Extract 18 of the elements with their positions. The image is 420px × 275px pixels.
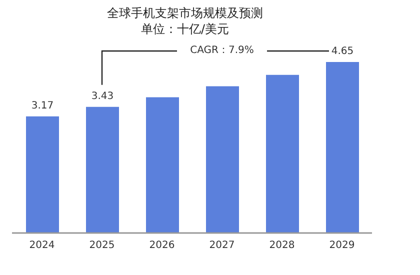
bar	[206, 86, 239, 233]
bar	[326, 62, 359, 233]
data-label: 4.65	[331, 46, 354, 57]
x-tick-label: 2028	[269, 240, 295, 252]
chart-title: 全球手机支架市场规模及预测	[106, 5, 264, 22]
bar	[86, 106, 119, 233]
data-label: 3.17	[31, 100, 54, 112]
chart-subtitle: 单位：十亿/美元	[140, 21, 230, 38]
x-tick-label: 2027	[209, 240, 235, 252]
bar	[26, 116, 59, 233]
text: CAGR：7.9%	[177, 43, 267, 57]
bar	[146, 97, 179, 233]
data-label: 3.43	[91, 90, 114, 102]
x-tick-label: 2024	[29, 240, 55, 252]
x-tick-label: 2029	[329, 240, 355, 252]
x-tick-label: 2025	[89, 240, 115, 252]
x-tick-label: 2026	[149, 240, 175, 252]
bar	[266, 74, 299, 233]
